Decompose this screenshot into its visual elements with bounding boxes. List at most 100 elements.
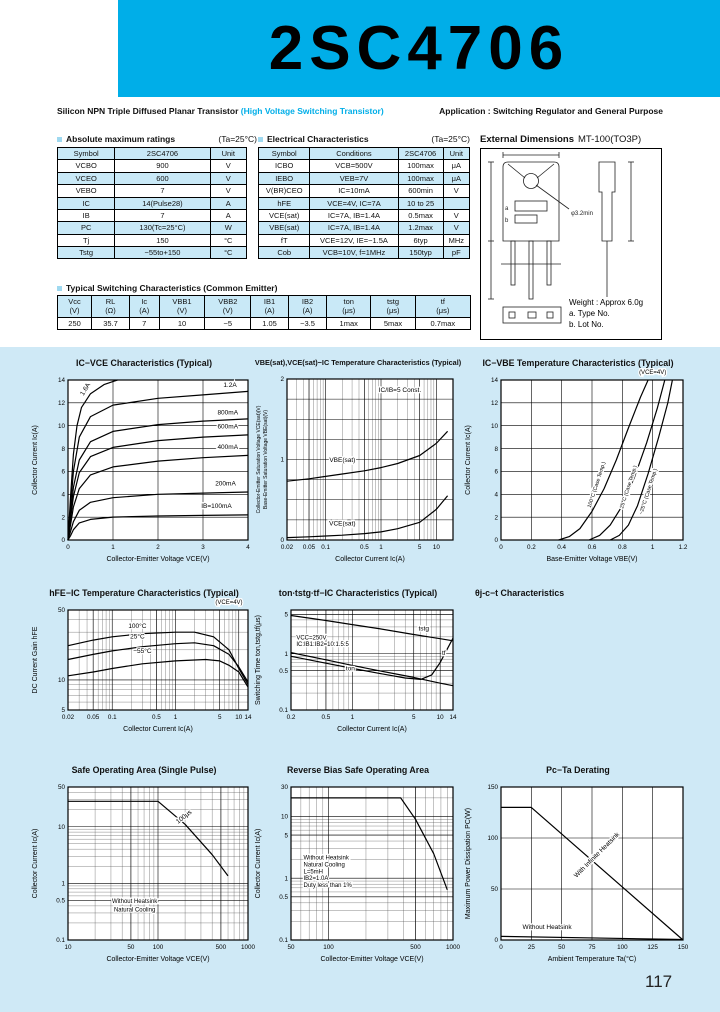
hole-callout: φ3.2min [571, 211, 593, 217]
header-cell: Symbol [56, 146, 116, 161]
series-curve [67, 658, 249, 688]
y-axis-label: Collector-Emitter Saturation Voltage VCE… [256, 405, 262, 513]
svg-text:1: 1 [284, 651, 288, 658]
series-curve [500, 935, 684, 941]
cell: VEB=7V [309, 171, 399, 186]
title-banner: 2SC4706 [118, 0, 720, 97]
series-curve [291, 797, 448, 891]
svg-text:0.1: 0.1 [321, 544, 330, 551]
cell: A [209, 196, 248, 210]
series-curve [290, 637, 454, 680]
cell: VCB=10V, f=1MHz [309, 245, 399, 260]
table-row: VCBO 900 V [56, 159, 248, 173]
svg-text:0.05: 0.05 [303, 544, 316, 551]
cell: Tstg [56, 245, 116, 260]
abs-max-heading-text: Absolute maximum ratings [57, 134, 175, 144]
y-axis-label: Collector Current Ic(A) [465, 425, 472, 495]
svg-text:50: 50 [287, 944, 295, 951]
svg-text:50: 50 [491, 886, 499, 893]
svg-text:0.1: 0.1 [279, 937, 288, 944]
subtitle-row: Silicon NPN Triple Diffused Planar Trans… [57, 106, 663, 116]
electrical-heading-text: Electrical Characteristics [258, 134, 369, 144]
svg-text:0: 0 [499, 944, 503, 951]
svg-text:10: 10 [58, 824, 66, 831]
cell: V [442, 208, 471, 223]
series-curve [501, 806, 684, 941]
svg-text:1: 1 [379, 544, 383, 551]
svg-text:150: 150 [678, 944, 689, 951]
x-axis-label: Collector-Emitter Voltage VCE(V) [106, 956, 209, 963]
x-axis-label: Collector-Emitter Voltage VCE(V) [320, 956, 423, 963]
svg-text:0.2: 0.2 [287, 714, 296, 721]
curve-label: IC:IB1:IB2=10:1.5:5 [296, 642, 349, 648]
svg-text:10: 10 [58, 677, 66, 684]
lot-no-marker: b [505, 218, 509, 224]
cell: V [209, 171, 248, 186]
series-curve [67, 514, 249, 541]
curve-label: Without Heatsink [523, 924, 573, 931]
device-subtype: (High Voltage Switching Transistor) [240, 106, 384, 116]
cell: VCE=12V, IE=−1.5A [309, 233, 399, 248]
header-cell: Symbol [257, 146, 311, 161]
svg-text:5: 5 [218, 714, 222, 721]
svg-text:0: 0 [280, 537, 284, 544]
cell: 7 [114, 184, 211, 198]
cell: fT [257, 233, 311, 248]
svg-text:1000: 1000 [241, 944, 256, 951]
cell: hFE [257, 196, 311, 210]
cell: 150 [114, 233, 211, 248]
cell: 1.2max [397, 221, 444, 235]
series-curve [67, 642, 249, 683]
svg-text:3: 3 [201, 544, 205, 551]
svg-text:50: 50 [127, 944, 135, 951]
svg-text:10: 10 [433, 544, 441, 551]
y-axis-label: Collector Current Ic(A) [255, 829, 262, 899]
svg-text:4: 4 [61, 491, 65, 498]
x-axis-label: Collector-Emitter Voltage VCE(V) [106, 556, 209, 563]
table-row: Cob VCB=10V, f=1MHz 150typ pF [257, 245, 471, 260]
abs-max-condition: (Ta=25°C) [218, 134, 257, 144]
svg-text:1.2: 1.2 [679, 544, 688, 551]
cell: −55to+150 [114, 245, 211, 260]
curve-label: ton [346, 666, 355, 673]
svg-text:75: 75 [588, 944, 596, 951]
table-row: VEBO 7 V [56, 184, 248, 198]
abs-max-heading: Absolute maximum ratings (Ta=25°C) [57, 134, 257, 144]
cell: V [442, 184, 471, 198]
y-axis-label: Switching Time ton,tstg,tf(μs) [255, 615, 262, 705]
chart-title: Safe Operating Area (Single Pulse) [71, 765, 217, 775]
svg-text:0: 0 [494, 537, 498, 544]
x-axis-label: Collector Current Ic(A) [337, 726, 407, 733]
cell: 35.7 [91, 316, 130, 331]
cell: μA [442, 171, 471, 186]
y-axis-label: Collector Current Ic(A) [32, 425, 39, 495]
table-row: IB 7 A [56, 208, 248, 223]
series-curve [67, 491, 249, 541]
type-no-marker: a [505, 206, 509, 212]
page-number: 117 [645, 972, 673, 991]
svg-text:0.1: 0.1 [279, 707, 288, 714]
svg-text:0: 0 [494, 937, 498, 944]
cell: pF [442, 245, 471, 260]
cell: 250 [56, 316, 93, 331]
series-curve [67, 454, 249, 541]
series-curve [609, 379, 673, 541]
curve-label: (VCE=4V) [215, 600, 242, 606]
svg-text:6: 6 [494, 469, 498, 476]
page-title: 2SC4706 [268, 14, 570, 83]
svg-text:150: 150 [487, 784, 498, 791]
chart-canvas: 0 0.2 0.4 0.6 0.8 1 1.2 0 2 4 6 8 10 12 14 Base-Emitter… [465, 369, 688, 563]
svg-text:100: 100 [617, 944, 628, 951]
curve-label: Natural Cooling [114, 907, 155, 913]
switching-heading: Typical Switching Characteristics (Commo… [57, 283, 277, 293]
cell: −5 [204, 316, 252, 331]
svg-text:25: 25 [528, 944, 536, 951]
series-curve [67, 631, 249, 685]
curve-label: (VCE=4V) [639, 370, 666, 376]
cell: VEBO [56, 184, 116, 198]
svg-text:1000: 1000 [446, 944, 461, 951]
x-axis-label: Base-Emitter Voltage VBE(V) [546, 556, 637, 563]
chart-canvas: 0.02 0.05 0.1 0.5 1 5 10 0 1 2 Collector Current I… [256, 376, 454, 563]
table-row: PC 130(Tc=25°C) W [56, 221, 248, 235]
svg-text:50: 50 [58, 607, 66, 614]
